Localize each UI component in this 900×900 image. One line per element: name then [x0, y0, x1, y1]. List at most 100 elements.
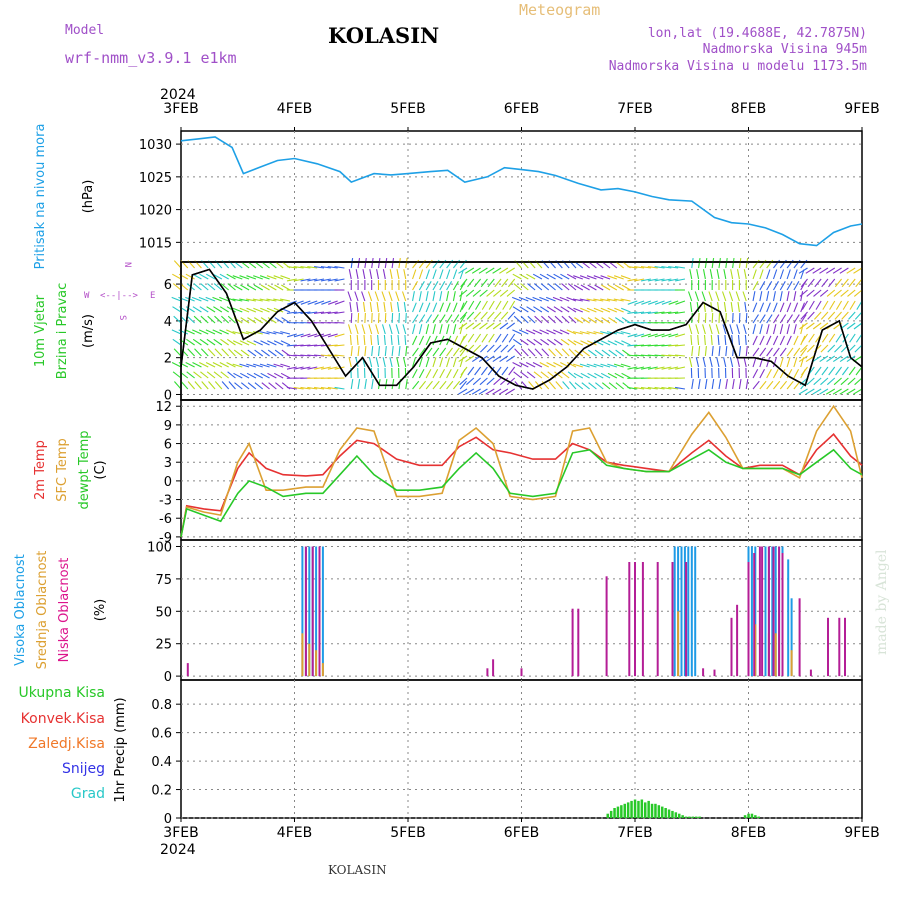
cloud-ytick-label: 50 — [155, 605, 172, 620]
compass-e: E — [150, 291, 155, 301]
wind-arrow — [261, 382, 270, 390]
compass-arrows: <--|--> — [100, 291, 139, 301]
wind-arrow — [539, 296, 549, 302]
wind-arrow — [600, 363, 611, 368]
cloud-bar — [758, 546, 761, 677]
wind-arrow — [219, 296, 229, 302]
precip-bar — [606, 813, 609, 818]
wind-arrow — [614, 284, 624, 291]
wind-arrow — [566, 296, 577, 302]
wind-arrow — [799, 289, 808, 297]
wind-arrow — [206, 273, 216, 280]
cloud-bar — [680, 546, 683, 677]
cloud-bar — [677, 611, 680, 677]
wind-arrow — [855, 333, 863, 343]
wind-arrow — [334, 321, 345, 324]
wind-arrow — [752, 324, 757, 335]
wind-arrow — [200, 283, 209, 291]
wind-arrow — [568, 348, 577, 357]
wind-arrow — [711, 346, 714, 357]
wind-arrow — [527, 315, 536, 324]
cloud-ytick-label: 25 — [155, 638, 172, 653]
wind-arrow — [773, 380, 781, 390]
wind-arrow — [349, 302, 352, 313]
wind-arrow — [847, 377, 856, 386]
wind-arrow — [425, 368, 432, 379]
wind-arrow — [716, 357, 720, 368]
wind-arrow — [254, 261, 264, 269]
wind-arrow — [404, 334, 407, 346]
precip-bar — [609, 810, 613, 818]
wind-arrow — [186, 315, 195, 324]
wind-compass: W <--|--> E N S — [84, 262, 155, 320]
wind-arrow — [514, 348, 522, 357]
x-tick-top: 4FEB — [277, 101, 312, 117]
wind-arrow — [587, 317, 597, 324]
wind-arrow — [568, 315, 577, 324]
wind-arrow — [742, 291, 747, 302]
wind-arrow — [827, 344, 836, 353]
wind-arrow — [479, 322, 488, 330]
wind-arrow — [759, 335, 765, 346]
wind-arrow — [559, 296, 570, 302]
wind-arrow — [334, 366, 345, 370]
wind-arrow — [772, 335, 779, 346]
wind-arrow — [370, 334, 373, 346]
wind-arrow — [439, 281, 446, 291]
wind-arrow — [608, 317, 618, 324]
wind-arrow — [481, 333, 488, 343]
wind-arrow — [696, 269, 700, 280]
wind-arrow — [382, 357, 386, 368]
cloud-bar — [764, 546, 767, 677]
wind-arrow — [793, 302, 799, 313]
wind-arrow — [506, 322, 516, 330]
wind-arrow — [205, 362, 216, 368]
wind-arrow — [320, 266, 331, 269]
wind-arrow — [539, 362, 549, 368]
wind-arrow — [608, 261, 618, 269]
wind-arrow — [349, 334, 352, 346]
cloud-bar — [311, 546, 314, 677]
wind-arrow — [848, 366, 856, 376]
wind-arrow — [800, 347, 808, 357]
wind-arrow — [661, 354, 672, 357]
wind-arrow — [698, 379, 701, 390]
temp-ytick-label: -6 — [159, 512, 172, 527]
wind-arrow — [601, 349, 611, 357]
wind-arrow — [180, 381, 189, 390]
wind-arrow — [459, 289, 468, 297]
wind-arrow — [647, 266, 658, 269]
wind-arrow — [412, 324, 416, 335]
wind-arrow — [472, 322, 481, 330]
wind-arrow — [395, 291, 400, 302]
temp-ytick-label: 0 — [164, 475, 172, 490]
wind-ytick-label: 0 — [164, 388, 172, 403]
wind-arrow — [233, 349, 243, 357]
wind-arrow — [561, 348, 570, 357]
wind-arrow — [201, 381, 209, 390]
wind-arrow — [627, 266, 638, 269]
wind-arrow — [554, 283, 563, 291]
precip-bar — [650, 803, 654, 818]
wind-arrow — [735, 291, 740, 302]
wind-arrow — [384, 346, 387, 357]
wind-arrow — [729, 357, 734, 368]
wind-arrow — [384, 258, 388, 269]
wind-arrow — [446, 347, 453, 357]
wind-arrow — [527, 283, 536, 291]
wind-arrow — [192, 338, 202, 346]
wind-arrow — [334, 386, 345, 390]
wind-arrow — [826, 289, 836, 297]
wind-arrow — [501, 366, 509, 376]
wind-arrow — [805, 267, 815, 274]
wind-arrow — [752, 314, 759, 324]
wind-arrow — [350, 258, 354, 269]
pressure-unit: (hPa) — [81, 180, 96, 214]
wind-arrow — [214, 348, 223, 357]
wind-arrow — [736, 324, 740, 335]
wind-arrow — [668, 300, 679, 305]
wind-arrow — [425, 291, 429, 302]
wind-arrow — [172, 306, 182, 313]
wind-arrow — [745, 258, 749, 269]
wind-arrow — [206, 306, 216, 313]
